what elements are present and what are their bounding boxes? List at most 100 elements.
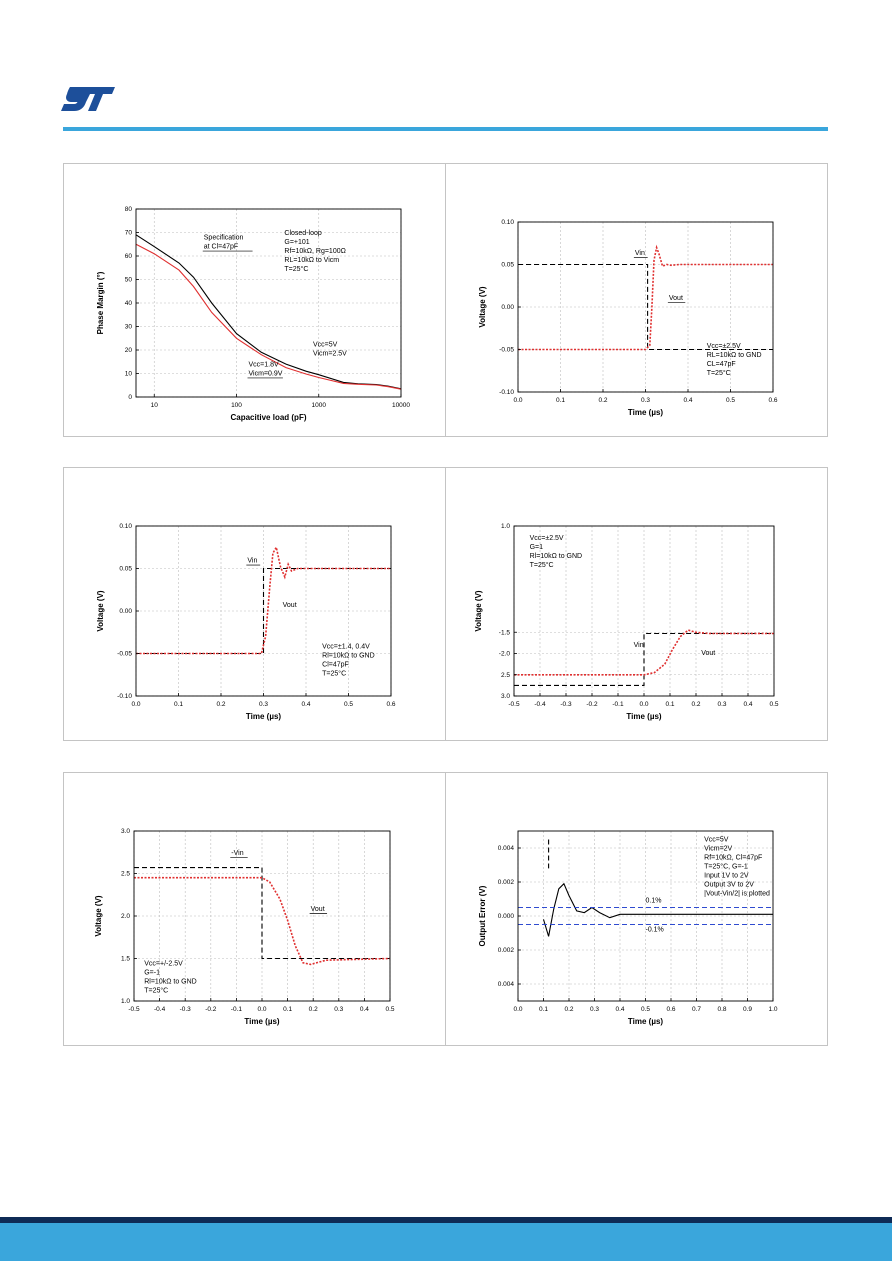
chart-4: -0.5 -0.4 -0.3 -0.2 -0.1 0.0 0.1 0.2 0.3 0.4 0.5 3.…	[474, 523, 779, 721]
x-tick-label: 0.0	[513, 397, 522, 404]
chart-text-line: Cl=47pF	[322, 662, 349, 669]
x-tick-label: 0.4	[743, 701, 752, 708]
chart-panel-5: -0.5 -0.4 -0.3 -0.2 -0.1 0.0 0.1 0.2 0.3 0.4 0.5 1.…	[63, 772, 446, 1046]
chart-text-line: Rl=10kΩ to GND	[144, 979, 197, 986]
annotation-label: at Cl=47pF	[204, 244, 238, 251]
footer-band	[0, 1223, 892, 1261]
chart-text-line: Rl=10kΩ to GND	[322, 653, 375, 660]
y-tick-label: 0.05	[501, 262, 514, 269]
chart-text-line: T=25°C	[707, 369, 731, 377]
chart-text-line: |Vout-Vin/2| is plotted	[704, 890, 770, 897]
chart-text-line: T=25°C, G=-1	[704, 862, 748, 870]
chart-text-line: Rf=10kΩ, Rg=100Ω	[284, 248, 345, 255]
x-tick-label: 0.2	[309, 1006, 318, 1013]
chart-5: -0.5 -0.4 -0.3 -0.2 -0.1 0.0 0.1 0.2 0.3 0.4 0.5 1.…	[94, 828, 395, 1026]
chart-text-line: T=25°C	[322, 670, 346, 678]
x-tick-label: -0.3	[560, 701, 572, 708]
annotation-label: Vcc=5V	[313, 341, 338, 348]
chart-text-line: T=25°C	[284, 265, 308, 273]
chart-panel-1: 10 100 1000 10000 0 10 20 30 40 50 60 70 80 Capacitiv…	[63, 163, 446, 437]
x-tick-label: 0.3	[717, 701, 726, 708]
x-axis-label: Time (µs)	[628, 1017, 663, 1026]
x-tick-label: 0.1	[556, 397, 565, 404]
annotation-label: Vicm=0.9V	[249, 370, 283, 377]
chart-text-line: Vcc=±2.5V	[530, 535, 564, 542]
x-tick-label: 0.2	[216, 701, 225, 708]
y-axis-label: Output Error (V)	[478, 885, 487, 946]
chart-text-line: Rf=10kΩ, Cl=47pF	[704, 854, 762, 861]
series-line-2	[136, 545, 391, 655]
y-tick-label: 0.00	[501, 304, 514, 311]
series-line-1	[518, 263, 773, 351]
y-axis-label: Voltage (V)	[96, 590, 105, 632]
y-tick-label: 0	[128, 394, 132, 401]
x-tick-label: 0.1	[539, 1006, 548, 1013]
footer-band-dark	[0, 1217, 892, 1223]
y-tick-label: 50	[125, 277, 133, 284]
chart-panel-6: 0.0 0.1 0.2 0.3 0.4 0.5 0.6 0.7 0.8 0.9 1.0 0.004 0.…	[445, 772, 828, 1046]
series-line-1	[134, 867, 390, 960]
x-tick-label: 0.2	[691, 701, 700, 708]
x-tick-label: -0.2	[586, 701, 598, 708]
annotation-label: Vout	[701, 650, 715, 657]
y-axis-label: Voltage (V)	[94, 895, 103, 937]
y-tick-label: 0.004	[498, 845, 515, 852]
y-tick-label: 0.002	[498, 879, 515, 886]
chart-text-line: CL=47pF	[707, 361, 736, 368]
x-tick-label: 0.3	[641, 397, 650, 404]
y-axis-label: Phase Margin (°)	[96, 271, 105, 334]
annotation-label: -0.1%	[646, 926, 664, 933]
x-axis-label: Capacitive load (pF)	[230, 413, 306, 422]
chart-text-line: T=25°C	[530, 561, 554, 569]
chart-text-line: Closed-loop	[284, 230, 321, 237]
x-tick-label: -0.3	[180, 1006, 192, 1013]
x-tick-label: 0.0	[257, 1006, 266, 1013]
series-line-2	[514, 629, 774, 676]
annotation-label: Vout	[669, 295, 683, 302]
x-tick-label: -0.4	[154, 1006, 166, 1013]
x-tick-label: -0.5	[128, 1006, 140, 1013]
x-tick-label: -0.1	[612, 701, 624, 708]
x-axis-label: Time (µs)	[626, 712, 661, 721]
x-tick-label: 0.0	[639, 701, 648, 708]
x-axis-label: Time (µs)	[246, 712, 281, 721]
series-line-1	[514, 632, 774, 686]
chart-text-line: Vcc=+/-2.5V	[144, 961, 183, 968]
series-line-2	[518, 244, 773, 351]
annotation-label: Vin	[247, 558, 257, 565]
y-tick-label: 1.0	[501, 523, 510, 530]
y-tick-label: 2.5	[121, 871, 130, 878]
x-tick-label: 0.1	[174, 701, 183, 708]
y-tick-label: 0.000	[498, 913, 515, 920]
chart-text-line: Vcc=±1.4, 0.4V	[322, 644, 370, 651]
annotation-label: Specification	[204, 235, 244, 242]
y-tick-label: -0.10	[117, 693, 132, 700]
annotation-label: Vout	[283, 602, 297, 609]
chart-text-line: Vcc=5V	[704, 836, 729, 843]
y-tick-label: 1.0	[121, 998, 130, 1005]
series-line-2	[542, 882, 773, 937]
chart-2: 0.0 0.1 0.2 0.3 0.4 0.5 0.6 -0.10 -0.05 0.00 0.05 0…	[478, 219, 778, 417]
x-tick-label: 10000	[392, 402, 410, 409]
y-tick-label: 60	[125, 253, 133, 260]
st-logo-icon	[61, 87, 115, 111]
x-tick-label: 100	[231, 402, 242, 409]
chart-text-line: G=-1	[144, 970, 160, 977]
y-tick-label: 0.10	[501, 219, 514, 226]
y-tick-label: 2.0	[121, 913, 130, 920]
y-tick-label: 20	[125, 347, 133, 354]
annotation-label: Vicm=2.5V	[313, 350, 347, 357]
annotation-label: Vin	[635, 250, 645, 257]
series-line-2	[135, 243, 402, 390]
x-tick-label: 0.5	[344, 701, 353, 708]
y-tick-label: 3.0	[501, 693, 510, 700]
x-axis-label: Time (µs)	[244, 1017, 279, 1026]
y-tick-label: 80	[125, 206, 133, 213]
chart-panel-3: 0.0 0.1 0.2 0.3 0.4 0.5 0.6 -0.10 -0.05 0.00 0.05 0…	[63, 467, 446, 741]
y-tick-label: -2.0	[499, 651, 511, 658]
x-tick-label: 0.6	[666, 1006, 675, 1013]
x-tick-label: 0.4	[615, 1006, 624, 1013]
header-rule	[63, 127, 828, 131]
y-tick-label: -0.10	[499, 389, 514, 396]
y-tick-label: 2.5	[501, 672, 510, 679]
